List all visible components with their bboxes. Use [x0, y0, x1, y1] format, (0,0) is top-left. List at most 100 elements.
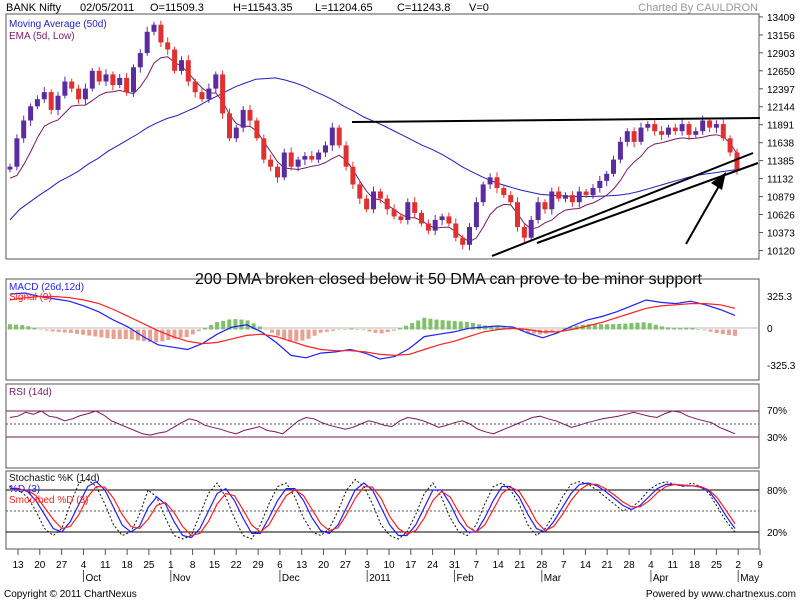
price-y-tick: 12650 — [767, 67, 795, 78]
macd-hist-bar — [629, 323, 634, 330]
macd-hist-bar — [288, 329, 293, 342]
price-y-tick: 10626 — [767, 211, 795, 222]
macd-hist-bar — [690, 327, 695, 330]
candle-body — [590, 188, 596, 196]
macd-hist-bar — [361, 329, 366, 331]
macd-hist-bar — [135, 329, 140, 341]
candle-body — [583, 191, 589, 196]
price-panel-frame — [5, 13, 760, 260]
macd-hist-bar — [373, 329, 378, 333]
candle-body — [563, 195, 568, 199]
macd-hist-bar — [714, 329, 719, 333]
candle-body — [405, 202, 411, 220]
x-tick-label: 8 — [190, 560, 196, 571]
macd-hist-bar — [282, 329, 287, 339]
macd-hist-bar — [62, 329, 67, 333]
macd-hist-bar — [50, 329, 55, 332]
candle-body — [275, 166, 280, 178]
candle-body — [268, 159, 274, 167]
candle-body — [556, 191, 562, 199]
header-volume: V=0 — [469, 2, 489, 14]
candle-body — [425, 223, 431, 231]
x-tick-label: 3 — [364, 560, 370, 571]
candle-body — [569, 195, 575, 203]
candle-body — [247, 109, 253, 121]
macd-tick-top: 325.3 — [767, 292, 792, 303]
candle-body — [446, 216, 452, 224]
candle-body — [665, 127, 671, 135]
candle-body — [343, 145, 349, 167]
x-tick-label: 13 — [12, 560, 24, 571]
candle-body — [28, 106, 34, 121]
candle-body — [693, 131, 699, 135]
x-tick-label: 28 — [624, 560, 636, 571]
macd-hist-bar — [221, 320, 226, 330]
candle-body — [309, 156, 315, 160]
macd-hist-bar — [196, 329, 201, 332]
price-panel: 13409 13156 12903 12650 12397 12144 11891 11638… — [5, 13, 795, 288]
price-y-tick: 11385 — [767, 157, 795, 168]
candle-body — [41, 92, 47, 100]
x-tick-label: 21 — [514, 560, 526, 571]
candle-body — [707, 120, 713, 128]
macd-hist-bar — [318, 329, 323, 333]
candle-body — [144, 31, 150, 54]
x-month-label: Nov — [173, 573, 191, 584]
macd-hist-bar — [659, 326, 664, 330]
candle-body — [686, 124, 692, 135]
x-month-label: 2011 — [369, 573, 391, 584]
macd-hist-bar — [227, 319, 232, 330]
macd-hist-bar — [160, 329, 165, 342]
candle-body — [206, 88, 212, 100]
macd-hist-bar — [550, 329, 555, 333]
x-tick-label: 18 — [122, 560, 134, 571]
candle-body — [220, 74, 226, 114]
macd-hist-bar — [81, 329, 86, 335]
candle-body — [439, 216, 445, 220]
x-tick-label: 25 — [711, 560, 723, 571]
x-axis: 13 20 27 4 11 18 25 1 8 15 22 29 6 13 20 27 3 10 17 24 31 7 14… — [12, 549, 763, 584]
macd-hist-bar — [172, 329, 177, 339]
macd-hist-bar — [440, 320, 445, 330]
macd-hist-bar — [105, 329, 110, 339]
candle-body — [473, 202, 479, 228]
macd-hist-bar — [38, 329, 43, 330]
candle-body — [672, 127, 678, 132]
macd-hist-bar — [123, 329, 128, 339]
macd-hist-bar — [531, 329, 536, 334]
candle-body — [542, 202, 548, 210]
candle-body — [528, 219, 534, 238]
rsi-line — [9, 410, 736, 436]
candle-body — [233, 127, 239, 139]
header-close: C=11243.8 — [397, 2, 450, 14]
stoch-sd-line — [9, 483, 736, 537]
macd-hist-bar — [209, 325, 214, 330]
candle-body — [432, 219, 438, 231]
candle-body — [480, 184, 486, 203]
candle-body — [7, 166, 13, 170]
macd-hist-bar — [568, 326, 573, 330]
candle-body — [576, 191, 582, 203]
macd-hist-bar — [154, 329, 159, 343]
macd-hist-bar — [14, 324, 19, 330]
macd-hist-bar — [446, 320, 451, 330]
rsi-tick-70: 70% — [767, 406, 787, 417]
macd-hist-bar — [611, 324, 616, 330]
macd-hist-bar — [263, 329, 268, 330]
x-tick-label: 29 — [253, 560, 265, 571]
macd-hist-bar — [324, 329, 329, 332]
x-tick-label: 31 — [449, 560, 461, 571]
macd-hist-bar — [44, 329, 49, 331]
x-tick-label: 21 — [602, 560, 614, 571]
annotation-arrow-shaft — [685, 178, 724, 245]
macd-hist-bar — [190, 329, 195, 335]
x-month-label: Apr — [653, 573, 669, 584]
candle-body — [89, 70, 95, 89]
macd-hist-bar — [605, 324, 610, 330]
macd-hist-bar — [349, 328, 354, 330]
macd-hist-bar — [306, 329, 311, 339]
macd-legend: MACD (26d,12d) — [9, 282, 84, 293]
upper-support-trendline — [491, 152, 754, 257]
footer-powered: Powered by www.chartnexus.com — [646, 589, 796, 600]
